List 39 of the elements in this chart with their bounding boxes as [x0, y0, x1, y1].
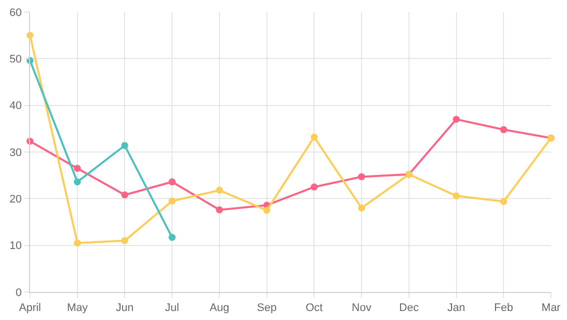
point — [216, 186, 223, 194]
point — [168, 178, 176, 186]
y-tick-label: 0 — [16, 286, 22, 299]
point — [452, 116, 460, 123]
y-tick-label: 60 — [10, 6, 22, 19]
point — [121, 142, 128, 149]
y-tick-label: 10 — [10, 240, 22, 252]
point — [74, 178, 81, 186]
x-tick-label: Jan — [447, 302, 466, 314]
x-tick-label: Aug — [210, 302, 230, 314]
y-tick-label: 40 — [10, 100, 22, 112]
point — [121, 237, 128, 244]
point — [263, 206, 270, 214]
y-tick-label: 30 — [10, 146, 22, 159]
y-tick-label: 50 — [10, 54, 22, 66]
point — [310, 134, 318, 141]
x-tick-label: April — [18, 302, 42, 314]
point — [500, 126, 508, 134]
point — [500, 198, 508, 205]
point — [168, 198, 176, 204]
y-tick-label: 20 — [10, 194, 22, 206]
point — [168, 234, 176, 241]
point — [358, 173, 366, 180]
point — [358, 204, 366, 212]
x-tick-label: Nov — [352, 302, 372, 314]
x-tick-label: Feb — [494, 302, 514, 314]
point — [310, 184, 318, 190]
x-tick-label: Dec — [399, 302, 420, 314]
point — [121, 191, 128, 198]
x-tick-label: Oct — [306, 302, 323, 314]
point — [74, 164, 81, 172]
x-tick-label: Jul — [165, 302, 180, 314]
point — [216, 206, 223, 214]
x-tick-label: May — [66, 302, 88, 314]
point — [452, 192, 460, 200]
x-tick-label: Sep — [257, 302, 277, 314]
point — [74, 240, 81, 246]
x-tick-label: Mar — [542, 302, 561, 314]
x-tick-label: Jun — [116, 302, 134, 314]
